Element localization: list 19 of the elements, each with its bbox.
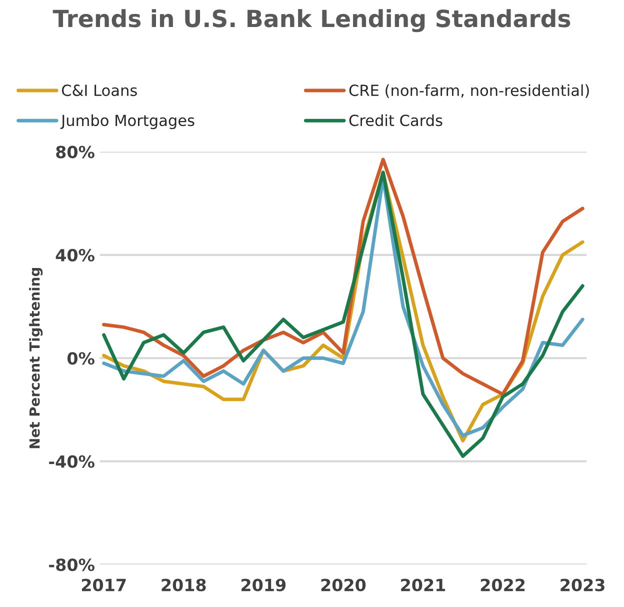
y-tick-label: -80% (49, 558, 94, 572)
legend-label: C&I Loans (62, 84, 137, 96)
y-tick-label: -40% (49, 455, 94, 468)
line-series (102, 158, 584, 396)
x-tick-label: 2023 (560, 578, 604, 592)
legend-label: CRE (non-farm, non-residential) (349, 84, 589, 98)
x-tick-label: 2017 (82, 578, 126, 592)
x-tick-label: 2020 (321, 578, 366, 592)
x-tick-label: 2019 (242, 578, 286, 592)
x-tick-label: 2018 (162, 578, 206, 592)
legend-label: Credit Cards (349, 114, 442, 126)
y-axis-title: Net Percent Tightening (29, 268, 43, 448)
y-tick-label: 0% (67, 352, 94, 365)
y-tick-label: 40% (56, 248, 94, 262)
y-tick-label: 80% (56, 146, 94, 158)
x-tick-label: 2022 (480, 578, 525, 592)
legend-label: Jumbo Mortgages (60, 114, 194, 130)
chart-title: Trends in U.S. Bank Lending Standards (52, 9, 570, 32)
x-tick-label: 2021 (401, 578, 446, 592)
